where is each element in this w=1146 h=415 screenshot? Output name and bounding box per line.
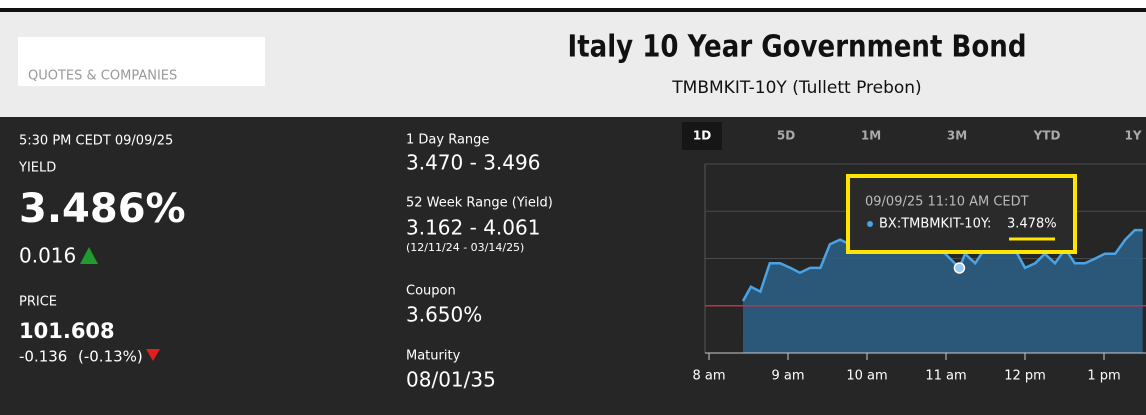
range-tab[interactable]: 3M <box>947 129 967 143</box>
range-tab[interactable]: 1D <box>693 129 711 143</box>
up-arrow <box>80 247 98 264</box>
stat-label: 52 Week Range (Yield) <box>406 196 553 211</box>
stat-label: Coupon <box>406 284 456 299</box>
stat-value: 3.650% <box>406 303 482 327</box>
search-label: QUOTES & COMPANIES <box>28 69 177 84</box>
stat-note: (12/11/24 - 03/14/25) <box>406 241 524 254</box>
tooltip-dot <box>867 221 873 227</box>
subtitle: TMBMKIT-10Y (Tullett Prebon) <box>671 78 921 98</box>
price-label: PRICE <box>19 295 57 310</box>
chart: 09/09/25 11:10 AM CEDT BX:TMBMKIT-10Y: 3.4… <box>692 163 1146 384</box>
yield-label: YIELD <box>18 161 56 176</box>
yield: 3.486% <box>19 186 186 232</box>
top-rule <box>0 8 1146 12</box>
range-tab[interactable]: YTD <box>1033 129 1061 143</box>
yield-change: 0.016 <box>19 244 76 268</box>
area <box>742 230 1143 353</box>
hover-point <box>953 262 966 274</box>
x-tick-label: 10 am <box>846 369 887 384</box>
stat-value: 08/01/35 <box>406 368 496 392</box>
tooltip-highlight <box>846 174 1077 254</box>
timestamp: 5:30 PM CEDT 09/09/25 <box>19 134 173 149</box>
search-box[interactable] <box>18 37 265 86</box>
x-tick-label: 9 am <box>771 369 804 384</box>
down-arrow <box>146 349 160 361</box>
stat-value: 3.470 - 3.496 <box>406 151 540 175</box>
price: 101.608 <box>19 319 115 343</box>
x-tick-label: 11 am <box>925 369 966 384</box>
active-tab[interactable] <box>682 122 722 150</box>
range-tab[interactable]: 5D <box>777 129 795 143</box>
stat-label: Maturity <box>406 349 461 364</box>
stat-label: 1 Day Range <box>406 133 489 148</box>
tooltip-value: 3.478% <box>1007 217 1057 232</box>
x-tick-label: 8 am <box>692 369 725 384</box>
stat-value: 3.162 - 4.061 <box>406 216 540 240</box>
price-change: -0.136 <box>19 348 67 366</box>
tooltip-series: BX:TMBMKIT-10Y: <box>879 217 991 232</box>
price-change-pct: (-0.13%) <box>78 348 143 366</box>
range-tab[interactable]: 1Y <box>1124 129 1141 143</box>
title: Italy 10 Year Government Bond <box>568 30 1027 65</box>
x-tick-label: 1 pm <box>1087 369 1120 384</box>
range-tab[interactable]: 1M <box>861 129 881 143</box>
tooltip-title: 09/09/25 11:10 AM CEDT <box>865 195 1029 210</box>
x-tick-label: 12 pm <box>1004 369 1046 384</box>
